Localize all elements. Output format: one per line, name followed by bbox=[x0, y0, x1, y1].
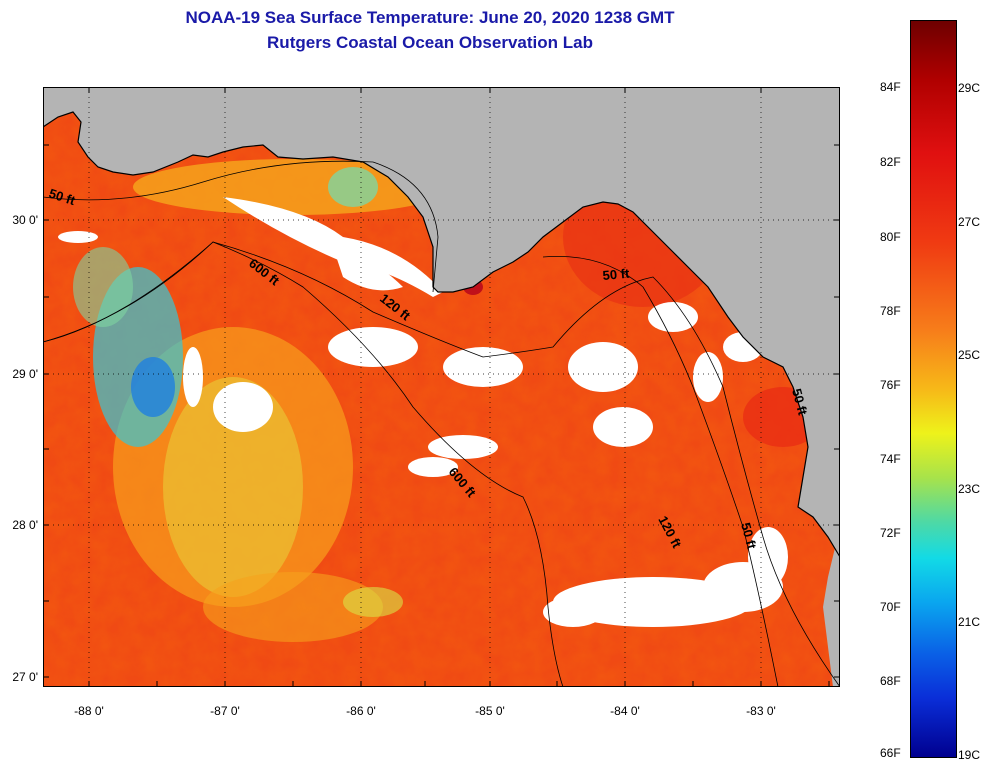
land-mass bbox=[43, 87, 840, 687]
contour-label: 50 ft bbox=[789, 387, 811, 417]
sst-map: 50 ft 600 ft 120 ft 50 ft 600 ft 120 ft … bbox=[43, 87, 840, 687]
colorbar-celsius-label: 21C bbox=[958, 615, 981, 629]
colorbar-fahrenheit-label: 80F bbox=[880, 230, 901, 244]
colorbar-fahrenheit-label: 72F bbox=[880, 526, 901, 540]
contour-label: 50 ft bbox=[738, 521, 760, 551]
longitude-label: -86 0' bbox=[346, 704, 376, 718]
temperature-color-bar bbox=[910, 20, 957, 758]
longitude-label: -88 0' bbox=[74, 704, 104, 718]
colorbar-fahrenheit-label: 74F bbox=[880, 452, 901, 466]
colorbar-celsius-label: 19C bbox=[958, 748, 981, 762]
colorbar-fahrenheit-label: 70F bbox=[880, 600, 901, 614]
colorbar-fahrenheit-label: 78F bbox=[880, 304, 901, 318]
colorbar-celsius-label: 25C bbox=[958, 348, 981, 362]
depth-contours bbox=[43, 160, 840, 687]
latitude-label: 28 0' bbox=[12, 518, 38, 532]
contour-label: 50 ft bbox=[602, 266, 631, 283]
longitude-label: -84 0' bbox=[610, 704, 640, 718]
map-subtitle: Rutgers Coastal Ocean Observation Lab bbox=[267, 33, 593, 52]
longitude-label: -85 0' bbox=[475, 704, 505, 718]
latitude-label: 30 0' bbox=[12, 213, 38, 227]
colorbar-celsius-label: 23C bbox=[958, 482, 981, 496]
colorbar-fahrenheit-label: 82F bbox=[880, 155, 901, 169]
coastline bbox=[43, 111, 840, 558]
map-title: NOAA-19 Sea Surface Temperature: June 20… bbox=[185, 8, 675, 27]
colorbar-fahrenheit-label: 68F bbox=[880, 674, 901, 688]
colorbar-celsius-label: 27C bbox=[958, 215, 981, 229]
colorbar-fahrenheit-label: 66F bbox=[880, 746, 901, 760]
colorbar-fahrenheit-label: 84F bbox=[880, 80, 901, 94]
longitude-label: -83 0' bbox=[746, 704, 776, 718]
longitude-label: -87 0' bbox=[210, 704, 240, 718]
latitude-label: 27 0' bbox=[12, 670, 38, 684]
colorbar-fahrenheit-label: 76F bbox=[880, 378, 901, 392]
cloud-cover bbox=[58, 197, 788, 627]
axis-ticks bbox=[43, 87, 840, 687]
colorbar-celsius-label: 29C bbox=[958, 81, 981, 95]
lat-lon-grid bbox=[43, 87, 840, 687]
latitude-label: 29 0' bbox=[12, 367, 38, 381]
